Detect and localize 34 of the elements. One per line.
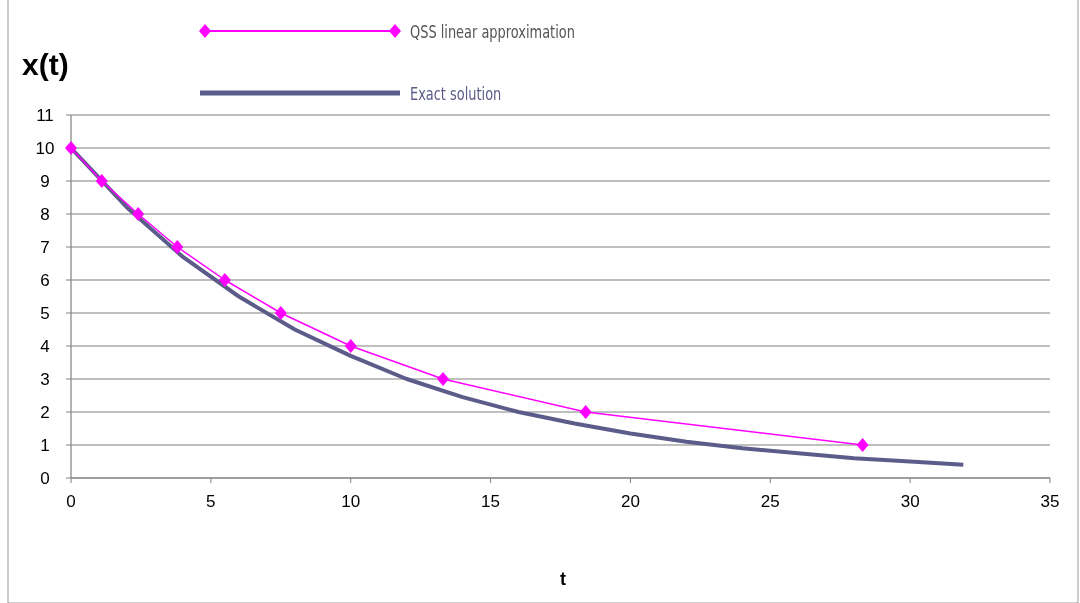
- point: [65, 141, 77, 155]
- y-tick-label: 2: [40, 403, 50, 422]
- point: [171, 240, 184, 254]
- y-tick-label: 9: [40, 172, 50, 191]
- y-axis-title: x(t): [22, 48, 69, 81]
- x-tick-label: 30: [900, 492, 920, 511]
- x-axis-title: t: [560, 569, 566, 589]
- x-tick-label: 5: [206, 492, 216, 511]
- point: [218, 273, 231, 287]
- x-tick-label: 25: [760, 492, 780, 511]
- point: [274, 306, 287, 320]
- point: [344, 339, 357, 353]
- y-tick-label: 11: [36, 106, 54, 125]
- point: [132, 207, 145, 221]
- y-tick-label: 7: [40, 238, 50, 257]
- x-tick-label: 20: [620, 492, 640, 511]
- legend-label: QSS linear approximation: [410, 21, 575, 43]
- y-tick-label: 5: [40, 304, 50, 323]
- x-tick-label: 35: [1040, 492, 1060, 511]
- y-tick-label: 3: [40, 370, 50, 389]
- y-tick-label: 1: [40, 436, 50, 455]
- point: [437, 372, 450, 386]
- y-tick-label: 0: [40, 469, 50, 488]
- point: [579, 405, 592, 419]
- point: [95, 174, 108, 188]
- x-tick-label: 0: [66, 492, 76, 511]
- y-tick-label: 8: [40, 205, 50, 224]
- y-tick-label: 4: [40, 337, 50, 356]
- y-tick-label: 10: [35, 139, 55, 158]
- x-tick-label: 10: [341, 492, 361, 511]
- text: Exact solution: [410, 83, 502, 105]
- x-tick-label: 15: [481, 492, 501, 511]
- y-tick-label: 6: [40, 271, 50, 290]
- point: [856, 438, 869, 452]
